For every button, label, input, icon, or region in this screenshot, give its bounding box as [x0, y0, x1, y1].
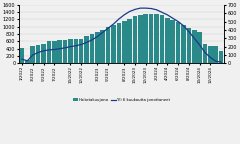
Bar: [160, 15, 164, 63]
Bar: [203, 44, 207, 63]
Bar: [63, 40, 67, 63]
Bar: [176, 22, 180, 63]
Bar: [197, 32, 202, 63]
Bar: [213, 47, 218, 63]
Bar: [117, 23, 121, 63]
Bar: [57, 40, 62, 63]
Bar: [84, 36, 89, 63]
Bar: [100, 30, 105, 63]
Bar: [47, 41, 51, 63]
Bar: [111, 24, 116, 63]
Bar: [127, 19, 132, 63]
Bar: [138, 15, 143, 63]
Bar: [133, 17, 137, 63]
Bar: [186, 28, 191, 63]
Bar: [106, 27, 110, 63]
Bar: [165, 18, 170, 63]
Bar: [68, 39, 73, 63]
Bar: [208, 46, 213, 63]
Bar: [41, 44, 46, 63]
Bar: [73, 39, 78, 63]
Bar: [144, 14, 148, 63]
Bar: [30, 46, 35, 63]
Bar: [192, 30, 197, 63]
Bar: [79, 39, 84, 63]
Bar: [90, 34, 94, 63]
Bar: [20, 48, 24, 63]
Bar: [95, 32, 100, 63]
Bar: [52, 41, 57, 63]
Bar: [149, 14, 153, 63]
Bar: [170, 20, 175, 63]
Bar: [154, 14, 159, 63]
Bar: [181, 24, 186, 63]
Bar: [25, 60, 30, 63]
Bar: [122, 20, 126, 63]
Bar: [219, 51, 223, 63]
Legend: Hoitotakuujono, Yli 6 kuukautta jonottaneet: Hoitotakuujono, Yli 6 kuukautta jonottan…: [72, 96, 172, 104]
Bar: [36, 45, 40, 63]
